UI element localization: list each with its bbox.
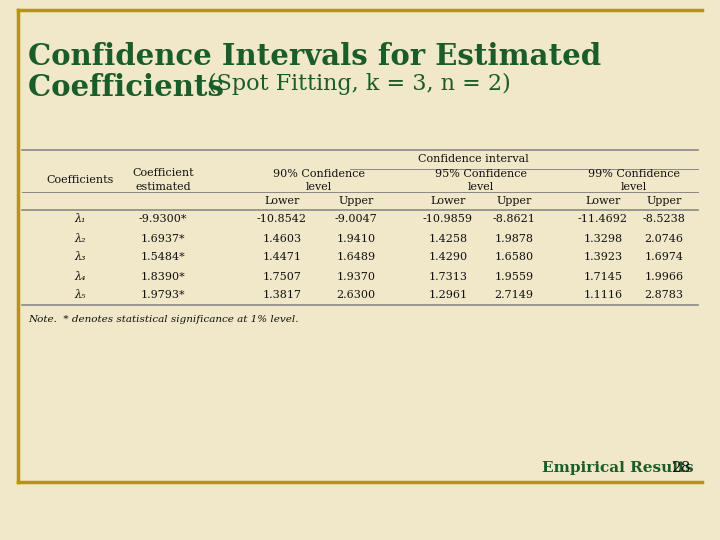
Text: Confidence interval: Confidence interval xyxy=(418,154,528,165)
Text: 90% Confidence
level: 90% Confidence level xyxy=(273,170,365,192)
Text: Confidence Intervals for Estimated: Confidence Intervals for Estimated xyxy=(28,42,601,71)
Text: 1.5484*: 1.5484* xyxy=(140,253,185,262)
Text: 1.3817: 1.3817 xyxy=(263,291,302,300)
Text: 1.2961: 1.2961 xyxy=(428,291,467,300)
Text: 1.7313: 1.7313 xyxy=(428,272,467,281)
Text: 2.0746: 2.0746 xyxy=(644,233,683,244)
Text: 1.9878: 1.9878 xyxy=(495,233,534,244)
Text: 95% Confidence
level: 95% Confidence level xyxy=(435,170,527,192)
Text: -10.8542: -10.8542 xyxy=(257,214,307,225)
Text: 1.7145: 1.7145 xyxy=(583,272,623,281)
Text: -10.9859: -10.9859 xyxy=(423,214,473,225)
Text: (Spot Fitting, k = 3, n = 2): (Spot Fitting, k = 3, n = 2) xyxy=(208,73,510,95)
Text: 2.6300: 2.6300 xyxy=(336,291,376,300)
Text: λ₃: λ₃ xyxy=(74,253,86,262)
Text: -9.0047: -9.0047 xyxy=(335,214,377,225)
Text: 1.7507: 1.7507 xyxy=(263,272,302,281)
Text: 1.9793*: 1.9793* xyxy=(140,291,185,300)
Text: 1.9966: 1.9966 xyxy=(644,272,683,281)
Text: 99% Confidence
level: 99% Confidence level xyxy=(588,170,680,192)
Text: 1.3923: 1.3923 xyxy=(583,253,623,262)
Text: 1.9410: 1.9410 xyxy=(336,233,376,244)
Text: Upper: Upper xyxy=(338,196,374,206)
Text: 2.7149: 2.7149 xyxy=(495,291,534,300)
Text: 28: 28 xyxy=(672,461,691,475)
Text: 1.4603: 1.4603 xyxy=(262,233,302,244)
Text: λ₁: λ₁ xyxy=(74,214,86,225)
Text: Lower: Lower xyxy=(264,196,300,206)
Text: 1.4258: 1.4258 xyxy=(428,233,467,244)
Text: 1.8390*: 1.8390* xyxy=(140,272,185,281)
Text: Empirical Results: Empirical Results xyxy=(542,461,693,475)
Text: 1.9370: 1.9370 xyxy=(336,272,376,281)
Text: Coefficients: Coefficients xyxy=(46,175,114,185)
Text: Coefficient
estimated: Coefficient estimated xyxy=(132,168,194,192)
Text: 1.6580: 1.6580 xyxy=(495,253,534,262)
Text: 1.3298: 1.3298 xyxy=(583,233,623,244)
Text: Upper: Upper xyxy=(496,196,531,206)
Text: -8.5238: -8.5238 xyxy=(642,214,685,225)
Text: λ₅: λ₅ xyxy=(74,291,86,300)
Text: 1.4471: 1.4471 xyxy=(263,253,302,262)
Text: 2.8783: 2.8783 xyxy=(644,291,683,300)
Text: 1.9559: 1.9559 xyxy=(495,272,534,281)
Text: -11.4692: -11.4692 xyxy=(578,214,628,225)
Text: Note.  * denotes statistical significance at 1% level.: Note. * denotes statistical significance… xyxy=(28,315,299,324)
Text: Lower: Lower xyxy=(431,196,466,206)
Text: 1.6974: 1.6974 xyxy=(644,253,683,262)
Text: 1.4290: 1.4290 xyxy=(428,253,467,262)
Text: Lower: Lower xyxy=(585,196,621,206)
Text: Upper: Upper xyxy=(647,196,682,206)
Text: Coefficients: Coefficients xyxy=(28,73,234,102)
Text: 1.1116: 1.1116 xyxy=(583,291,623,300)
Text: -8.8621: -8.8621 xyxy=(492,214,536,225)
Text: -9.9300*: -9.9300* xyxy=(139,214,187,225)
Text: λ₄: λ₄ xyxy=(74,272,86,281)
Text: 1.6937*: 1.6937* xyxy=(140,233,185,244)
Text: λ₂: λ₂ xyxy=(74,233,86,244)
Text: 1.6489: 1.6489 xyxy=(336,253,376,262)
